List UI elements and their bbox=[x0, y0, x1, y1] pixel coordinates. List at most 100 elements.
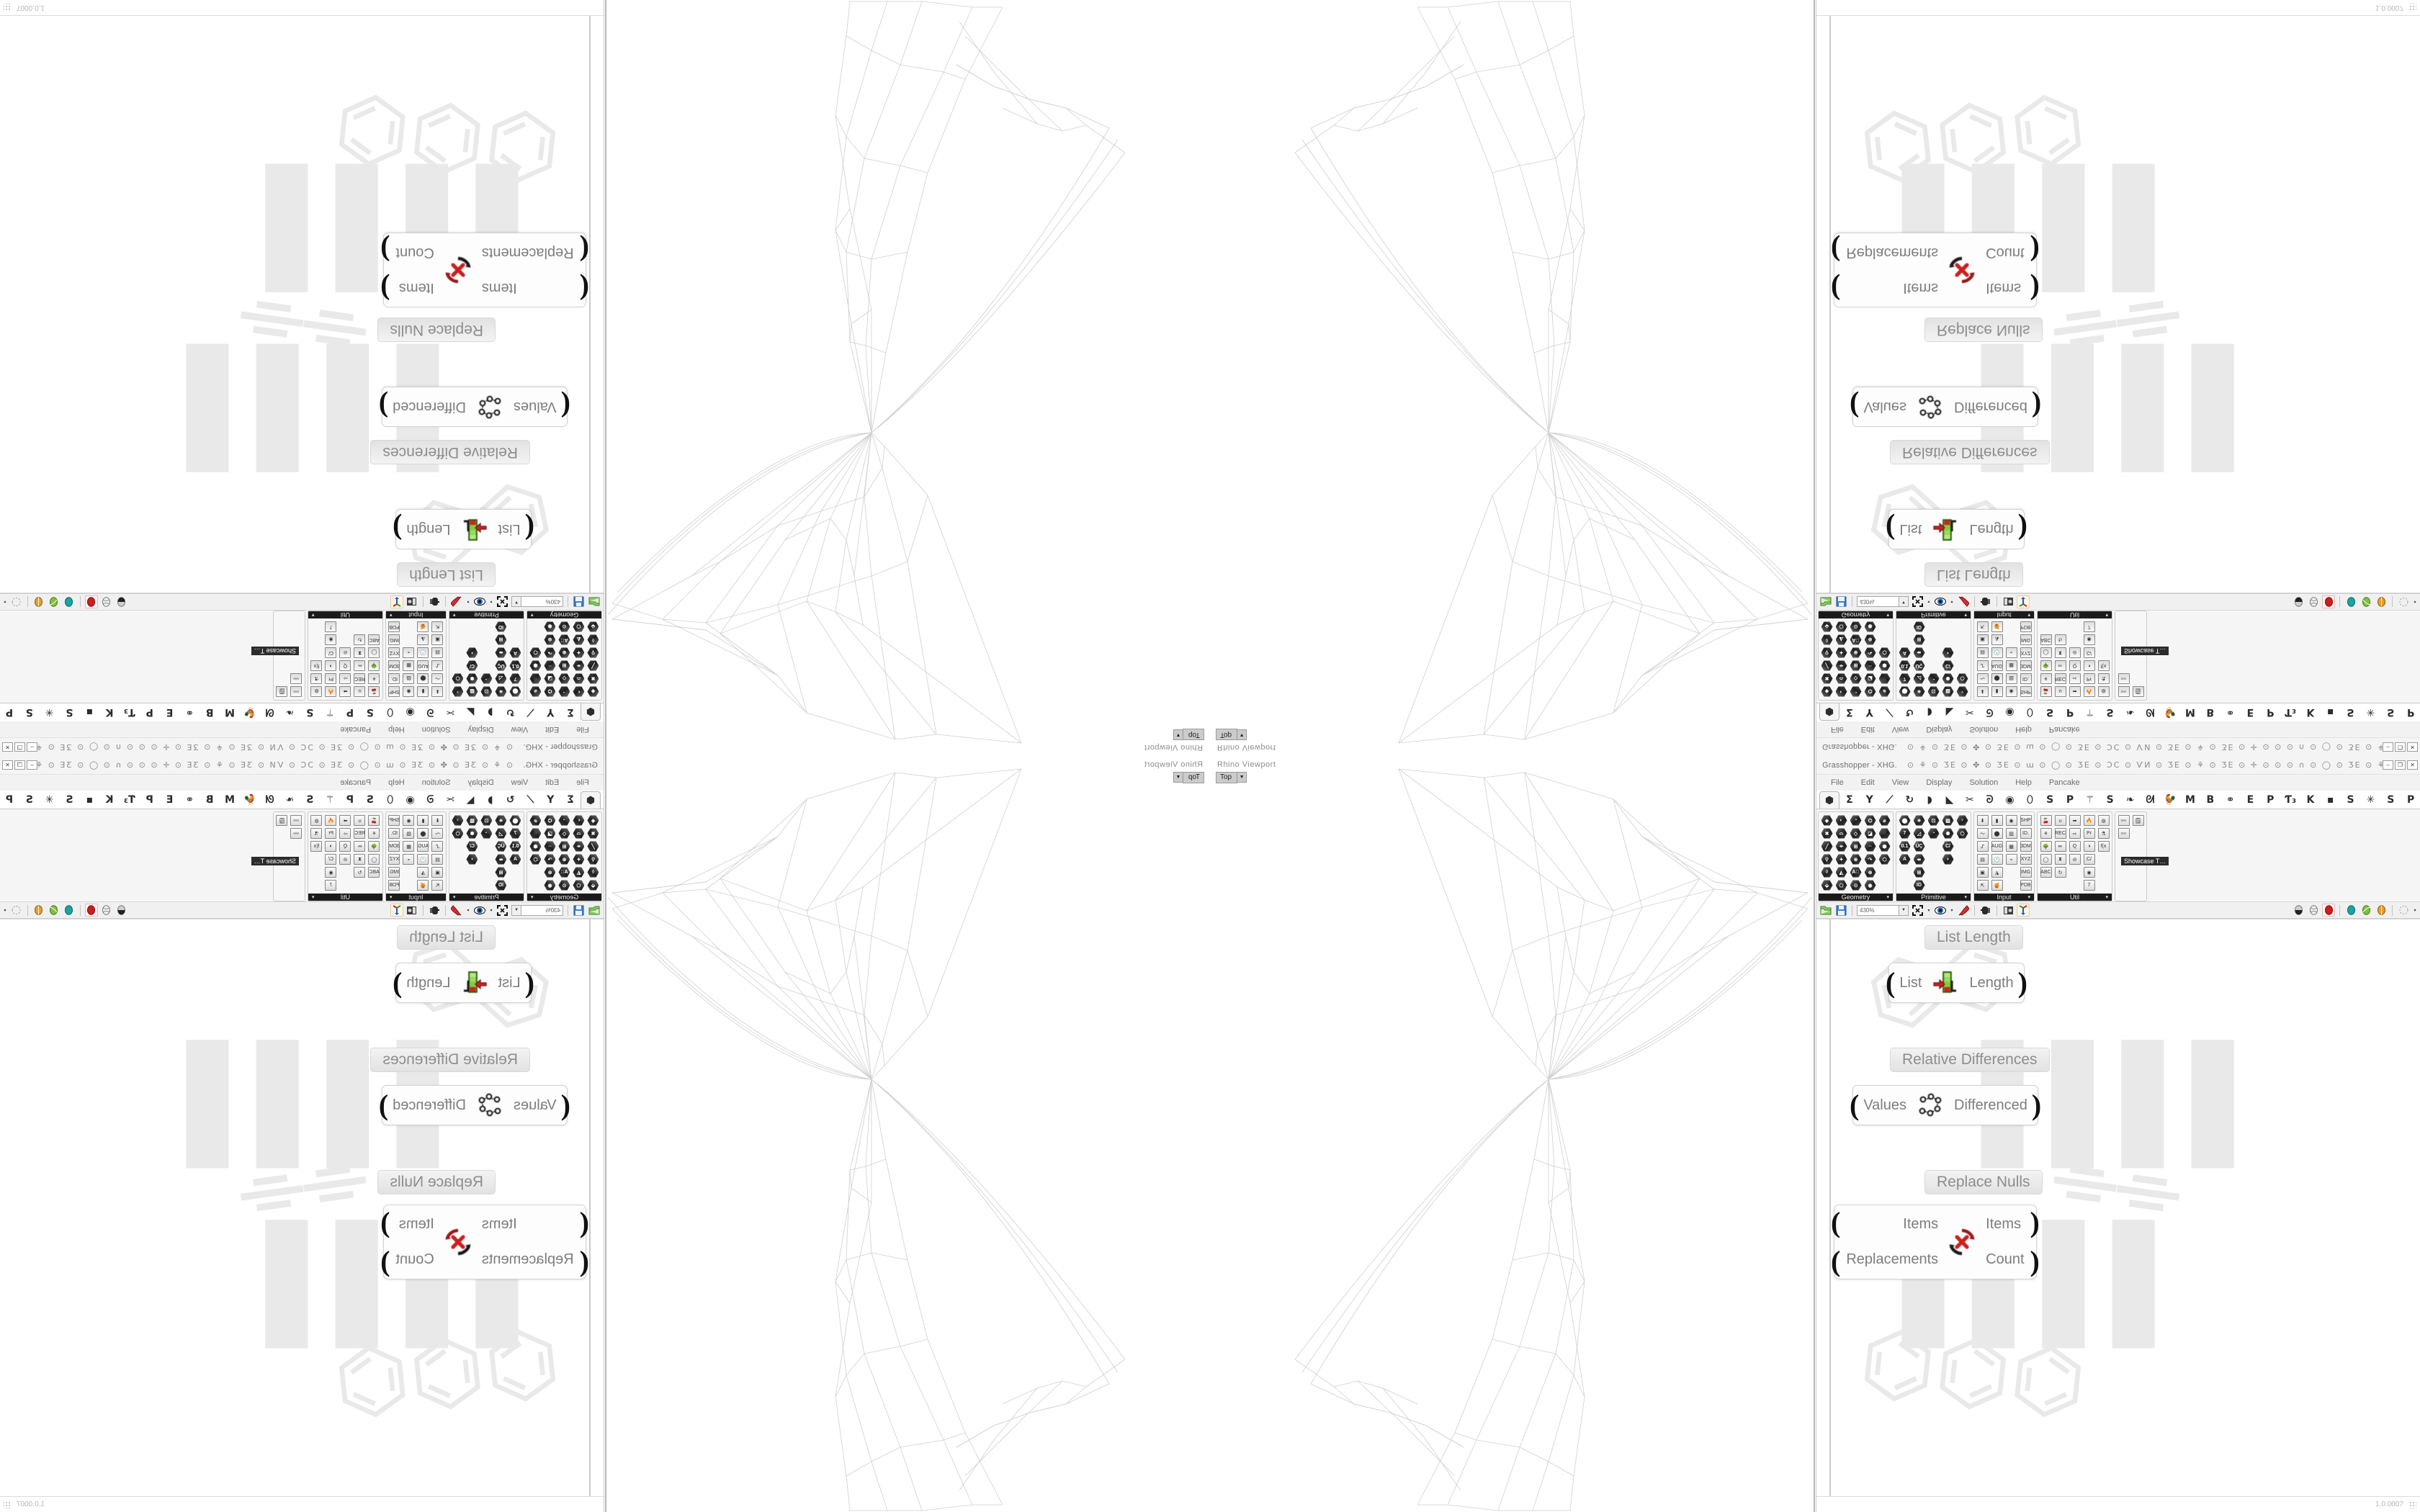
component-button[interactable]: ⌁ bbox=[2004, 853, 2018, 865]
capsule-icon[interactable] bbox=[428, 904, 441, 917]
component-button[interactable]: ◉ bbox=[2082, 634, 2096, 646]
component-button[interactable]: ÜÇ bbox=[1912, 660, 1926, 672]
chevron-down-icon[interactable]: ▾ bbox=[531, 895, 534, 900]
component-button[interactable]: ABC bbox=[367, 866, 381, 878]
component-button[interactable]: 👓 bbox=[2117, 685, 2130, 698]
component-button[interactable]: ◑ bbox=[324, 840, 338, 852]
panel-footer[interactable]: Util ▾ bbox=[2038, 611, 2112, 618]
component-button[interactable]: 🔥 bbox=[2082, 685, 2096, 698]
input-grip-icon[interactable]: ( bbox=[1831, 1206, 1841, 1238]
zoom-extents-icon[interactable] bbox=[496, 904, 509, 917]
shade-red-icon[interactable] bbox=[85, 595, 98, 608]
component-button[interactable]: 🕐 bbox=[416, 647, 430, 659]
component-button[interactable]: ⊞ bbox=[1849, 840, 1863, 852]
component-button[interactable]: ◪ bbox=[543, 672, 557, 685]
tab-display-icon[interactable]: ◉ bbox=[405, 706, 415, 718]
node-body[interactable]: Values bbox=[382, 1085, 568, 1125]
menu-item-pancake[interactable]: Pancake bbox=[2048, 778, 2080, 787]
input-grip-icon[interactable]: ( bbox=[560, 1089, 570, 1121]
tab-pancake-icon[interactable]: P bbox=[2406, 794, 2415, 806]
select-dropdown-icon[interactable]: ▾ bbox=[2414, 599, 2416, 604]
component-button[interactable]: f(x bbox=[310, 840, 323, 852]
component-button[interactable]: ◮ bbox=[416, 634, 430, 646]
component-button[interactable]: ◐ bbox=[1834, 814, 1848, 827]
component-button[interactable]: 🕐 bbox=[416, 853, 430, 865]
chevron-down-icon[interactable]: ▾ bbox=[312, 895, 315, 900]
component-button[interactable]: ∪ bbox=[2053, 685, 2067, 698]
component-button[interactable]: ⬇ bbox=[431, 685, 444, 698]
component-button[interactable]: ◍ bbox=[2097, 814, 2110, 827]
shade-gray-icon[interactable] bbox=[2292, 595, 2305, 608]
component-button[interactable]: ▨ bbox=[1941, 814, 1955, 827]
tab-sets-icon[interactable]: Y bbox=[1865, 706, 1873, 718]
input-grip-icon[interactable]: ( bbox=[1886, 966, 1896, 999]
component-button[interactable]: ◇ bbox=[557, 827, 571, 840]
component-button[interactable]: ⬤ bbox=[508, 685, 522, 698]
tab-sets-icon[interactable]: Y bbox=[1865, 794, 1873, 806]
shade-red-icon[interactable] bbox=[2322, 904, 2335, 917]
component-button[interactable]: ◉ bbox=[2004, 814, 2018, 827]
tab-b-icon[interactable]: B bbox=[205, 706, 214, 718]
preview-teal-icon[interactable] bbox=[2344, 904, 2357, 917]
component-button[interactable]: ◭ bbox=[1834, 866, 1848, 878]
preview-eye-icon[interactable] bbox=[1934, 595, 1947, 608]
viewport-view-selector[interactable]: Top ▼ bbox=[1216, 771, 1247, 783]
component-button[interactable]: ⚲ bbox=[586, 853, 600, 865]
component-button[interactable]: SHP bbox=[2019, 814, 2033, 827]
panel-footer[interactable]: Geometry ▾ bbox=[1819, 894, 1893, 901]
component-button[interactable]: ◈ bbox=[586, 814, 600, 827]
component-button[interactable]: f(x bbox=[310, 660, 323, 672]
menu-item-pancake[interactable]: Pancake bbox=[340, 725, 372, 734]
component-button[interactable]: ◔ bbox=[1927, 827, 1940, 840]
component-button[interactable]: ∪ bbox=[353, 814, 367, 827]
maximize-button[interactable]: ❐ bbox=[14, 742, 25, 752]
component-button[interactable]: 7 bbox=[2082, 879, 2096, 891]
chevron-down-icon[interactable]: ▾ bbox=[312, 612, 315, 617]
component-button[interactable]: ⬇ bbox=[1976, 685, 1989, 698]
component-button[interactable]: ◔ bbox=[480, 827, 493, 840]
component-button[interactable]: 🔥 bbox=[2082, 814, 2096, 827]
preview-dropdown-icon[interactable]: ▾ bbox=[467, 599, 470, 604]
node-replace-nulls[interactable]: ( ( Items Replacements bbox=[1831, 1205, 2040, 1279]
tab-e-icon[interactable]: E bbox=[2246, 794, 2254, 806]
tab-llama-icon[interactable]: ᘛ bbox=[265, 706, 274, 718]
panel-icon[interactable] bbox=[2002, 904, 2015, 917]
tab-kangaroo-icon[interactable]: ⬯ bbox=[387, 794, 394, 806]
component-button[interactable]: ◿ bbox=[1912, 827, 1926, 840]
tab-mesh-icon[interactable]: ◣ bbox=[466, 706, 475, 718]
tab-s3-icon[interactable]: S bbox=[2347, 706, 2354, 718]
viewport-view-selector[interactable]: Top ▼ bbox=[1173, 771, 1204, 783]
component-button[interactable]: ▣ bbox=[431, 866, 444, 878]
node-relative-differences[interactable]: ( Values bbox=[1850, 387, 2041, 427]
component-button[interactable]: 7 bbox=[1898, 827, 1912, 840]
menu-item-pancake[interactable]: Pancake bbox=[340, 778, 372, 787]
tab-s1-icon[interactable]: S bbox=[2046, 794, 2054, 806]
component-button[interactable]: 7 bbox=[324, 621, 338, 633]
component-button[interactable]: 🗒 bbox=[2131, 814, 2145, 827]
tab-s1-icon[interactable]: S bbox=[366, 706, 374, 718]
zoom-extents-dropdown-icon[interactable]: ▾ bbox=[490, 908, 493, 913]
component-button[interactable]: ◭ bbox=[572, 866, 586, 878]
component-button[interactable]: ↷ bbox=[543, 853, 557, 865]
menu-item-solution[interactable]: Solution bbox=[1969, 725, 1999, 734]
menu-item-view[interactable]: View bbox=[1891, 778, 1909, 787]
tab-s3-icon[interactable]: S bbox=[66, 794, 73, 806]
component-button[interactable]: ▦ bbox=[2004, 840, 2018, 852]
tab-blue-icon[interactable]: ▪ bbox=[86, 706, 94, 718]
component-button[interactable]: ↻ bbox=[353, 866, 367, 878]
menu-item-edit[interactable]: Edit bbox=[1860, 725, 1875, 734]
zoom-extents-icon[interactable] bbox=[1911, 595, 1924, 608]
component-button[interactable]: ᔑ bbox=[431, 660, 444, 672]
component-button[interactable]: ID bbox=[1912, 621, 1926, 633]
component-button[interactable]: ⌬ bbox=[1863, 814, 1877, 827]
tab-transform-icon[interactable]: ᘒ bbox=[1986, 794, 1994, 806]
component-button[interactable]: REC bbox=[353, 672, 367, 685]
tab-t3-icon[interactable]: Ƭ₃ bbox=[2285, 706, 2297, 718]
component-button[interactable]: ID bbox=[494, 621, 508, 633]
tab-b-icon[interactable]: B bbox=[205, 794, 214, 806]
tab-maths-icon[interactable]: Σ bbox=[1846, 706, 1853, 718]
component-button[interactable]: ▨ bbox=[402, 672, 416, 685]
tab-params-icon[interactable]: ⬢ bbox=[1819, 703, 1839, 721]
chevron-down-icon[interactable]: ▾ bbox=[390, 895, 393, 900]
tab-b-icon[interactable]: B bbox=[2206, 706, 2215, 718]
